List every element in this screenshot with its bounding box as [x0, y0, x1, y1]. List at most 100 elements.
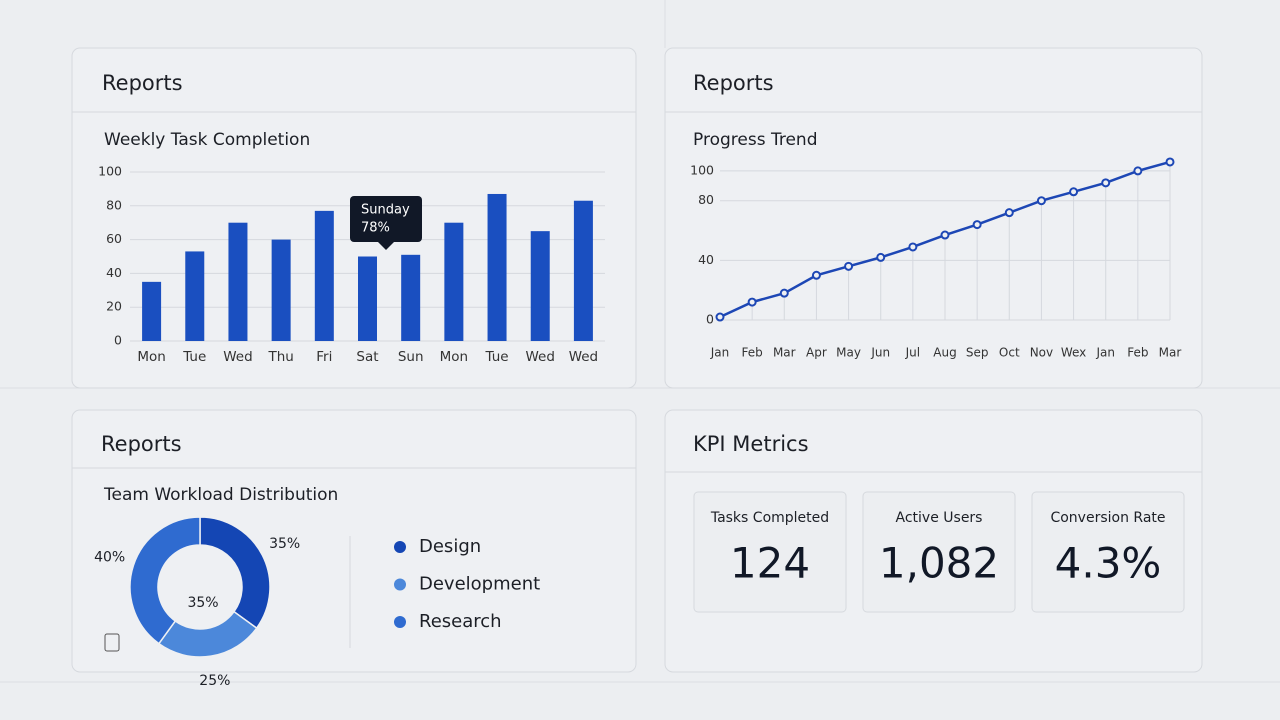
x-tick-label: Feb	[1127, 346, 1148, 360]
segment-label: 35%	[269, 536, 300, 552]
tooltip	[350, 196, 422, 242]
kpi-card	[693, 491, 847, 613]
kpi-value: 4.3%	[1055, 539, 1162, 588]
segment-label: 40%	[94, 550, 125, 566]
bar	[142, 281, 162, 341]
card	[71, 409, 637, 673]
y-tick-label: 80	[698, 192, 714, 207]
legend-label[interactable]: Development	[419, 574, 540, 595]
point	[811, 270, 821, 280]
panel: Reports Team Workload Distribution	[71, 409, 637, 673]
legend-label[interactable]: Design	[419, 536, 481, 557]
chart-title: Team Workload Distribution	[103, 485, 338, 505]
kpi-value: 124	[730, 539, 810, 588]
x-tick-label: Mon	[440, 349, 468, 365]
donut-segment	[129, 516, 201, 645]
kpi-label: Tasks Completed	[710, 510, 829, 526]
x-tick-label: Jan	[710, 346, 730, 360]
x-tick-label: Tue	[485, 349, 509, 365]
legend-dot	[394, 541, 406, 553]
donut-segment	[199, 516, 271, 630]
legend-dot	[394, 616, 406, 628]
panel-header: Reports	[101, 432, 182, 456]
y-tick-label: 60	[106, 231, 122, 246]
point	[1004, 208, 1014, 218]
y-tick-label: 80	[106, 197, 122, 212]
x-tick-label: Nov	[1030, 346, 1053, 360]
y-tick-label: 40	[106, 265, 122, 280]
legend-dot	[394, 578, 406, 591]
x-tick-label: Mon	[137, 349, 165, 365]
x-tick-label: Jul	[905, 346, 920, 360]
x-tick-label: Jun	[870, 346, 890, 360]
y-tick-label: 40	[698, 252, 714, 267]
x-tick-label: May	[836, 346, 861, 360]
point	[715, 312, 725, 322]
point	[1036, 196, 1046, 206]
bar	[358, 256, 377, 341]
x-tick-label: Mar	[773, 346, 796, 360]
x-tick-label: Mar	[1159, 346, 1182, 360]
tooltip-arrow	[378, 242, 394, 250]
bar	[228, 222, 248, 341]
x-tick-label: Wex	[1061, 346, 1086, 360]
panel-header: KPI Metrics	[693, 432, 809, 456]
x-tick-label: Apr	[806, 346, 827, 360]
file-icon[interactable]	[104, 633, 120, 652]
x-tick-label: Wed	[223, 349, 252, 365]
bar	[573, 200, 593, 341]
bar	[401, 254, 421, 341]
bar	[185, 251, 205, 341]
bar	[487, 193, 507, 341]
point	[908, 242, 918, 252]
y-tick-label: 100	[98, 164, 122, 179]
segment-label: 25%	[199, 673, 230, 689]
x-tick-label: Feb	[742, 346, 763, 360]
kpi-label: Conversion Rate	[1050, 510, 1165, 526]
y-tick-label: 0	[114, 333, 122, 348]
x-tick-label: Tue	[182, 349, 206, 365]
x-tick-label: Sat	[356, 349, 378, 365]
x-tick-label: Sep	[966, 346, 989, 360]
x-tick-label: Jan	[1095, 346, 1115, 360]
bar	[271, 239, 291, 341]
panel: Reports Progress Trend	[664, 47, 1203, 389]
bar	[444, 222, 464, 341]
x-tick-label: Aug	[933, 346, 956, 360]
tooltip-value: 78%	[361, 221, 390, 236]
point	[1165, 157, 1175, 167]
point	[844, 261, 854, 271]
x-tick-label: Sun	[398, 349, 424, 365]
kpi-value: 1,082	[879, 539, 999, 588]
point	[1101, 178, 1111, 188]
y-tick-label: 100	[690, 162, 714, 177]
point	[779, 288, 789, 298]
x-tick-label: Wed	[569, 349, 598, 365]
y-tick-label: 20	[106, 299, 122, 314]
point	[876, 252, 886, 262]
legend-label[interactable]: Research	[419, 611, 502, 632]
bar	[530, 231, 550, 341]
point	[747, 297, 757, 307]
x-tick-label: Oct	[999, 346, 1020, 360]
x-tick-label: Thu	[267, 349, 293, 365]
point	[940, 230, 950, 240]
x-tick-label: Wed	[526, 349, 555, 365]
point	[1133, 166, 1143, 176]
panel-header: Reports	[102, 71, 183, 95]
chart-title: Weekly Task Completion	[104, 130, 310, 150]
center-label: 35%	[187, 595, 218, 611]
bar	[314, 210, 334, 341]
kpi-card	[862, 491, 1016, 613]
y-tick-label: 0	[706, 312, 714, 327]
card	[664, 47, 1203, 389]
tooltip-title: Sunday	[361, 203, 410, 218]
kpi-card	[1031, 491, 1185, 613]
point	[972, 220, 982, 230]
x-tick-label: Fri	[316, 349, 332, 365]
point	[1069, 187, 1079, 197]
chart-title: Progress Trend	[693, 130, 817, 150]
kpi-label: Active Users	[896, 510, 983, 526]
panel-header: Reports	[693, 71, 774, 95]
